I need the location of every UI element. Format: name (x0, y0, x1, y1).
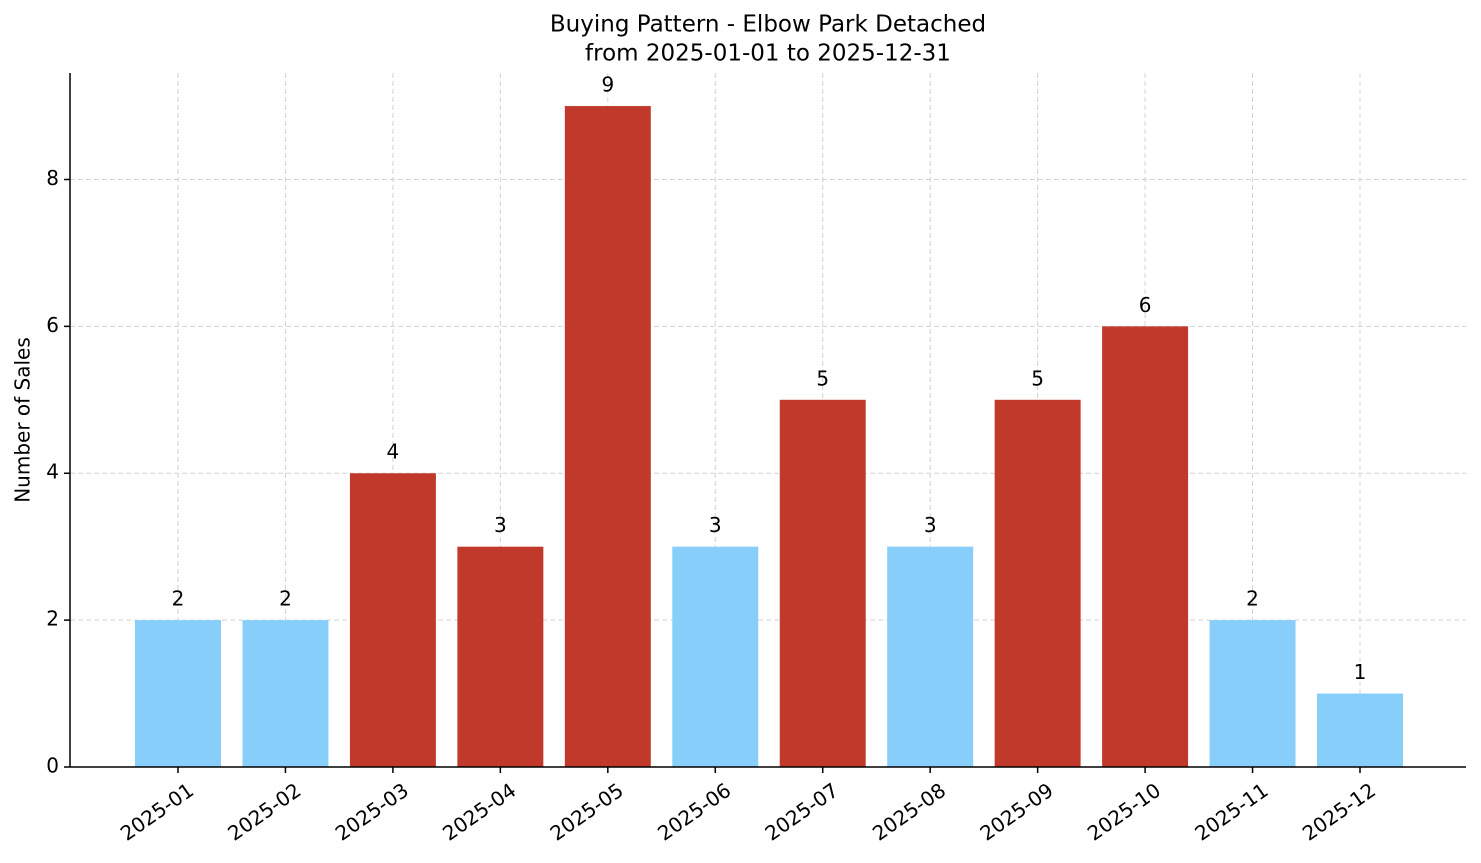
bar (1317, 693, 1403, 767)
bar (1209, 620, 1296, 767)
bar (242, 620, 329, 767)
value-label: 3 (709, 513, 722, 537)
value-label: 6 (1139, 293, 1152, 317)
y-axis-label: Number of Sales (11, 337, 35, 503)
bar (135, 620, 221, 767)
value-label: 3 (494, 513, 507, 537)
x-tick-label: 2025-03 (331, 778, 413, 846)
value-label: 2 (172, 587, 185, 611)
x-tick-label: 2025-02 (223, 778, 305, 846)
value-label: 4 (387, 440, 400, 464)
x-tick-label: 2025-08 (868, 778, 950, 846)
value-label: 2 (1246, 587, 1259, 611)
bar (887, 546, 974, 767)
value-label: 2 (279, 587, 292, 611)
x-tick-label: 2025-11 (1190, 778, 1272, 846)
x-tick-label: 2025-09 (975, 778, 1057, 846)
chart-subtitle: from 2025-01-01 to 2025-12-31 (585, 41, 951, 67)
value-label: 9 (601, 73, 614, 97)
bar (564, 106, 651, 768)
x-tick-label: 2025-05 (546, 778, 628, 846)
y-tick-label: 6 (46, 313, 59, 337)
y-tick-label: 0 (46, 754, 59, 778)
x-tick-label: 2025-06 (653, 778, 735, 846)
x-tick-label: 2025-01 (116, 778, 198, 846)
bar (672, 546, 759, 767)
y-tick-label: 8 (46, 166, 59, 190)
y-tick-label: 4 (46, 460, 59, 484)
value-label: 1 (1354, 660, 1367, 684)
value-label: 5 (1031, 366, 1044, 390)
chart-title: Buying Pattern - Elbow Park Detached (550, 12, 986, 38)
x-tick-label: 2025-10 (1083, 778, 1165, 846)
value-label: 3 (924, 513, 937, 537)
bar (1102, 326, 1189, 767)
bar (457, 546, 544, 767)
x-tick-label: 2025-12 (1298, 778, 1380, 846)
y-tick-label: 2 (46, 607, 59, 631)
bar (994, 399, 1081, 767)
bar (349, 473, 436, 767)
value-label: 5 (816, 366, 829, 390)
x-tick-label: 2025-07 (761, 778, 843, 846)
bar (779, 399, 866, 767)
x-tick-label: 2025-04 (438, 778, 520, 846)
